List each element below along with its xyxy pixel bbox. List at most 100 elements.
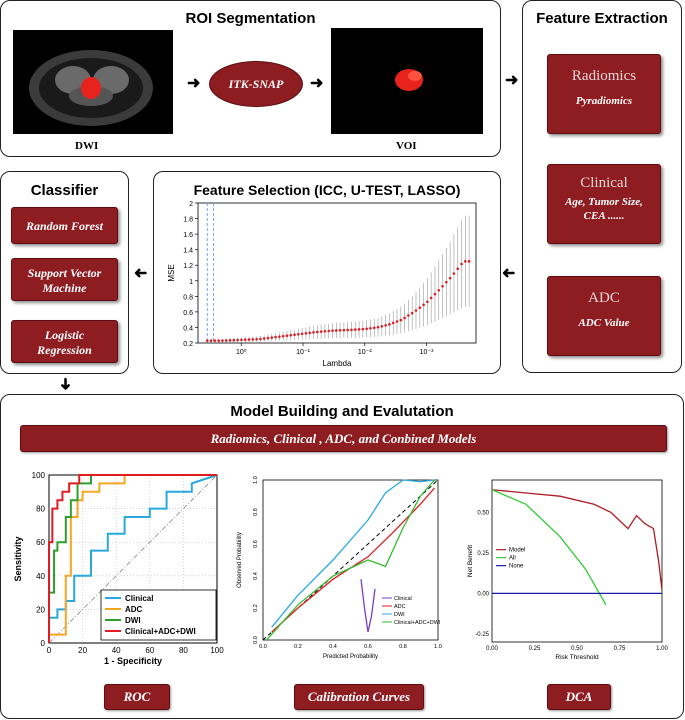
roc-curve-clinical-adc-dwi: [48, 474, 217, 643]
clinical-detail: Age, Tumor Size, CEA ......: [565, 196, 643, 222]
roc-curve-clinical: [48, 474, 218, 643]
lasso-point: [316, 330, 319, 334]
calibration-curve-dwi: [271, 479, 435, 628]
calibration-y-tick-label: 0.2: [253, 604, 259, 612]
lasso-point: [414, 309, 418, 312]
dca-x-tick-label: 1.00: [656, 646, 668, 652]
lasso-point: [213, 339, 217, 342]
lasso-y-tick-label: 2: [189, 201, 193, 208]
lasso-point: [376, 325, 380, 329]
lasso-point: [228, 339, 232, 342]
calibration-y-tick-label: 1.0: [253, 476, 259, 484]
roc-x-tick-label: 100: [210, 646, 224, 655]
lasso-point: [232, 338, 236, 342]
lasso-point: [418, 306, 422, 309]
lasso-point: [209, 339, 213, 342]
calibration-caption-label: Calibration Curves: [307, 689, 411, 704]
lasso-chart: 0.2 0.4 0.6 0.8 1 1.2 1.4 1.6 1.8 2 10⁰ 10⁻¹ 10⁻² 10⁻…: [167, 201, 477, 368]
lasso-point: [422, 303, 425, 307]
lasso-point: [319, 330, 323, 333]
lasso-point: [399, 318, 403, 322]
lasso-point: [300, 332, 304, 336]
lasso-point: [205, 339, 209, 342]
lasso-point: [281, 334, 285, 338]
models-banner: Radiomics, Clinical , ADC, and Conbined …: [20, 425, 667, 452]
calibration-x-tick-label: 0.6: [364, 644, 372, 650]
lasso-x-tick-label: 10⁻²: [358, 349, 372, 356]
roc-x-tick-label: 80: [179, 646, 188, 655]
adc-title: ADC: [588, 290, 620, 306]
calibration-y-tick-label: 0.8: [253, 508, 259, 516]
lasso-point: [456, 267, 460, 271]
lasso-point: [448, 276, 452, 280]
dca-legend-label: None: [509, 564, 524, 570]
feature-selection-panel: Feature Selection (ICC, U-TEST, LASSO) 0…: [153, 171, 501, 374]
roc-y-tick-label: 0: [41, 639, 46, 648]
lasso-x-tick-label: 10⁻¹: [296, 349, 310, 356]
lasso-point: [346, 328, 349, 332]
radiomics-detail: Pyradiomics: [575, 95, 633, 107]
arrow-right-icon: ➜: [310, 75, 324, 92]
calibration-curve-clinical: [360, 579, 376, 633]
lasso-point: [342, 328, 346, 332]
lasso-point: [331, 329, 334, 332]
calibration-legend-label: ADC: [394, 604, 406, 610]
roc-x-tick-label: 40: [112, 646, 121, 655]
clinical-title: Clinical: [580, 175, 628, 191]
lasso-y-tick-label: 0.2: [183, 341, 193, 348]
lasso-point: [297, 332, 300, 336]
lasso-point: [441, 284, 444, 288]
lasso-point: [403, 316, 406, 320]
roc-legend-label: Clinical: [125, 594, 153, 603]
svm-label: Support Vector Machine: [27, 266, 102, 295]
lasso-point: [304, 332, 308, 335]
adc-detail: ADC Value: [578, 317, 630, 329]
lasso-point: [369, 326, 372, 330]
calibration-curve-adc: [271, 487, 435, 633]
roc-diagonal: [48, 474, 218, 644]
model-building-panel: Model Building and Evalutation Radiomics…: [0, 394, 684, 719]
calibration-x-tick-label: 0.8: [399, 644, 407, 650]
calibration-y-tick-label: 0.6: [253, 540, 259, 548]
lasso-y-tick-label: 1.2: [183, 263, 193, 270]
voi-image: [331, 28, 483, 134]
lasso-y-tick-label: 1.8: [183, 217, 193, 224]
lasso-point: [308, 331, 312, 335]
arrow-right-icon: ➜: [505, 72, 519, 89]
lasso-point: [327, 329, 331, 333]
lasso-point: [259, 337, 262, 341]
lasso-x-axis-label: Lambda: [323, 359, 352, 368]
dca-plot-frame: [491, 479, 663, 643]
dca-x-tick-label: 0.50: [571, 646, 583, 652]
dca-caption-label: DCA: [565, 689, 593, 704]
calibration-x-tick-label: 1.0: [434, 644, 442, 650]
roc-caption-label: ROC: [123, 689, 151, 704]
calibration-legend-label: DWI: [394, 612, 405, 618]
lasso-point: [338, 328, 342, 332]
radiomics-box: Radiomics Pyradiomics: [547, 54, 661, 134]
roc-legend-label: ADC: [125, 605, 143, 614]
dca-curve-model: [491, 489, 663, 591]
lasso-point: [384, 324, 387, 327]
dca-legend-label: Model: [509, 548, 525, 554]
lasso-point: [278, 335, 281, 338]
lasso-y-tick-label: 1: [189, 279, 193, 286]
lasso-point: [353, 328, 357, 331]
roc-chart: 0 20 40 60 80 100 0 20 40 60 80 100 1 - Specificity S…: [13, 471, 224, 666]
roc-x-tick-label: 0: [47, 646, 52, 655]
lasso-point: [285, 334, 289, 337]
lasso-point: [433, 292, 437, 296]
dca-y-axis-label: Net Benefit: [467, 545, 474, 577]
roc-legend-label: DWI: [125, 616, 141, 625]
lasso-y-tick-label: 0.6: [183, 310, 193, 317]
lasso-point: [437, 288, 441, 292]
lasso-point: [270, 336, 274, 339]
lasso-point: [445, 280, 448, 284]
random-forest-label: Random Forest: [25, 219, 103, 233]
lasso-point: [452, 272, 456, 275]
itk-snap-label: ITK-SNAP: [228, 76, 284, 91]
calibration-legend-label: Clinical+ADC+DWI: [394, 620, 441, 626]
dca-caption: DCA: [547, 684, 611, 710]
lasso-point: [224, 339, 228, 342]
roc-x-axis-label: 1 - Specificity: [104, 656, 162, 666]
